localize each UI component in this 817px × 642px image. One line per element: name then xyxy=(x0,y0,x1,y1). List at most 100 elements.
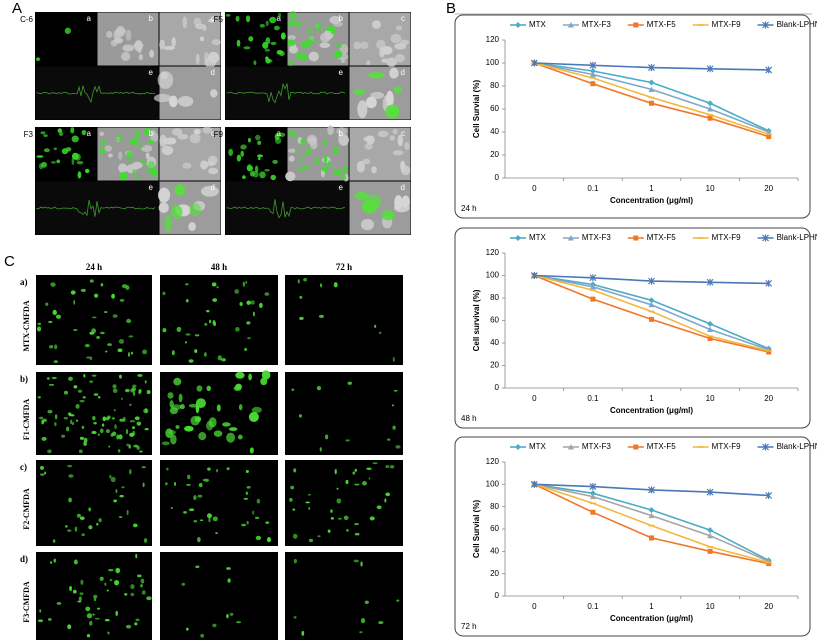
cell xyxy=(384,498,387,503)
cell xyxy=(68,376,73,381)
cell xyxy=(75,403,80,409)
subpanel-label: e xyxy=(149,68,154,77)
cell xyxy=(72,421,75,426)
cell xyxy=(293,132,297,139)
cell xyxy=(145,152,150,160)
cell xyxy=(73,385,78,389)
data-point xyxy=(530,59,538,67)
cell xyxy=(165,137,177,145)
micrograph xyxy=(160,372,278,455)
cell xyxy=(250,300,255,305)
cell xyxy=(150,132,159,142)
cell xyxy=(86,613,93,619)
cell xyxy=(280,32,286,40)
cell xyxy=(47,409,53,414)
cell xyxy=(354,532,360,536)
cell xyxy=(182,16,188,29)
y-tick-label: 0 xyxy=(495,173,500,182)
cell xyxy=(385,104,400,119)
cell xyxy=(168,430,176,435)
cell xyxy=(297,279,300,284)
cell xyxy=(297,157,303,163)
y-tick-label: 100 xyxy=(486,271,500,280)
cell xyxy=(171,350,175,356)
cell xyxy=(298,414,302,418)
cell xyxy=(265,58,271,64)
cell xyxy=(206,420,214,431)
cell xyxy=(70,414,75,417)
legend-label: Blank-LPHNPs xyxy=(777,20,817,29)
cell xyxy=(119,494,124,498)
cell xyxy=(170,434,177,445)
y-tick-label: 20 xyxy=(490,361,499,370)
cell xyxy=(68,497,72,503)
cell xyxy=(144,380,147,384)
trace xyxy=(36,199,156,217)
cell xyxy=(264,292,270,296)
cell xyxy=(397,134,404,147)
x-tick-label: 20 xyxy=(764,394,773,403)
cell xyxy=(269,16,277,24)
cell xyxy=(392,356,395,362)
cell xyxy=(79,592,84,596)
cell xyxy=(49,561,53,564)
cell xyxy=(51,376,57,380)
cell xyxy=(75,419,79,422)
cell xyxy=(126,318,132,324)
cell xyxy=(370,91,385,100)
trace xyxy=(226,82,346,104)
micrograph xyxy=(36,275,152,365)
cell xyxy=(259,23,266,28)
cell xyxy=(107,153,113,158)
cell xyxy=(369,516,375,521)
cell xyxy=(36,155,44,158)
cell xyxy=(144,168,152,173)
cell xyxy=(392,425,396,430)
data-point xyxy=(762,234,769,242)
cell xyxy=(184,425,194,432)
cell xyxy=(265,37,271,45)
y-tick-label: 80 xyxy=(490,502,499,511)
cell xyxy=(119,171,128,181)
cell xyxy=(76,513,81,518)
legend-label: MTX-F3 xyxy=(582,20,611,29)
cell xyxy=(140,578,145,584)
cell xyxy=(236,39,241,47)
y-tick-label: 40 xyxy=(490,338,499,347)
cell xyxy=(385,492,391,497)
cell xyxy=(336,487,339,490)
cell xyxy=(338,517,342,520)
cell xyxy=(181,582,186,586)
cell xyxy=(122,44,135,52)
cell xyxy=(147,161,155,170)
cell xyxy=(70,127,75,134)
cell xyxy=(72,589,77,594)
cell xyxy=(47,449,52,454)
cell xyxy=(333,169,342,175)
cell xyxy=(319,42,330,49)
cell xyxy=(327,529,331,533)
column-header: 72 h xyxy=(336,262,352,272)
cell xyxy=(73,300,76,305)
cell xyxy=(392,150,404,156)
cell xyxy=(41,436,47,441)
x-tick-label: 20 xyxy=(764,184,773,193)
cell xyxy=(112,384,117,389)
cell xyxy=(92,416,96,421)
cell xyxy=(377,130,389,138)
cell xyxy=(259,302,263,308)
cell xyxy=(318,314,325,318)
panel-label: C xyxy=(4,253,15,270)
column-header: 24 h xyxy=(86,262,102,272)
cell xyxy=(368,72,385,79)
cell xyxy=(37,396,41,399)
cell xyxy=(226,432,236,443)
micrograph xyxy=(160,460,278,546)
data-point xyxy=(707,326,714,332)
cell xyxy=(381,58,388,63)
y-tick-label: 20 xyxy=(490,569,499,578)
cell xyxy=(193,128,201,135)
x-tick-label: 0 xyxy=(532,184,537,193)
cell xyxy=(376,39,386,50)
subpanel-label: a xyxy=(277,129,282,138)
